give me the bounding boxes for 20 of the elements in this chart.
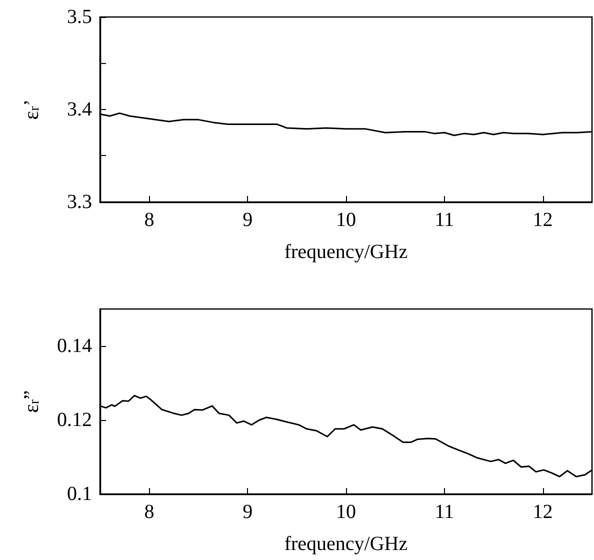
x-tick-label: 9 [242, 501, 253, 523]
x-tick-label: 10 [336, 501, 356, 523]
x-tick-label: 12 [532, 501, 553, 523]
y-tick-label: 3.5 [67, 6, 92, 28]
x-tick-label: 11 [434, 501, 454, 523]
x-tick-label: 9 [242, 209, 253, 231]
y-tick-label: 3.4 [67, 98, 92, 120]
x-tick-label: 8 [144, 209, 154, 231]
x-tick-label: 8 [144, 501, 154, 523]
x-tick-label: 10 [336, 209, 356, 231]
x-tick-label: 11 [434, 209, 454, 231]
y-tick-label: 0.12 [57, 409, 92, 431]
x-axis-title: frequency/GHz [284, 533, 408, 555]
x-tick-label: 12 [532, 209, 553, 231]
y-tick-label: 0.1 [67, 483, 92, 505]
y-axis-title: εr’ [19, 99, 43, 120]
y-axis-title: εr” [19, 390, 43, 413]
x-axis-title: frequency/GHz [284, 241, 408, 263]
y-tick-label: 3.3 [67, 191, 92, 213]
y-tick-label: 0.14 [57, 335, 92, 357]
